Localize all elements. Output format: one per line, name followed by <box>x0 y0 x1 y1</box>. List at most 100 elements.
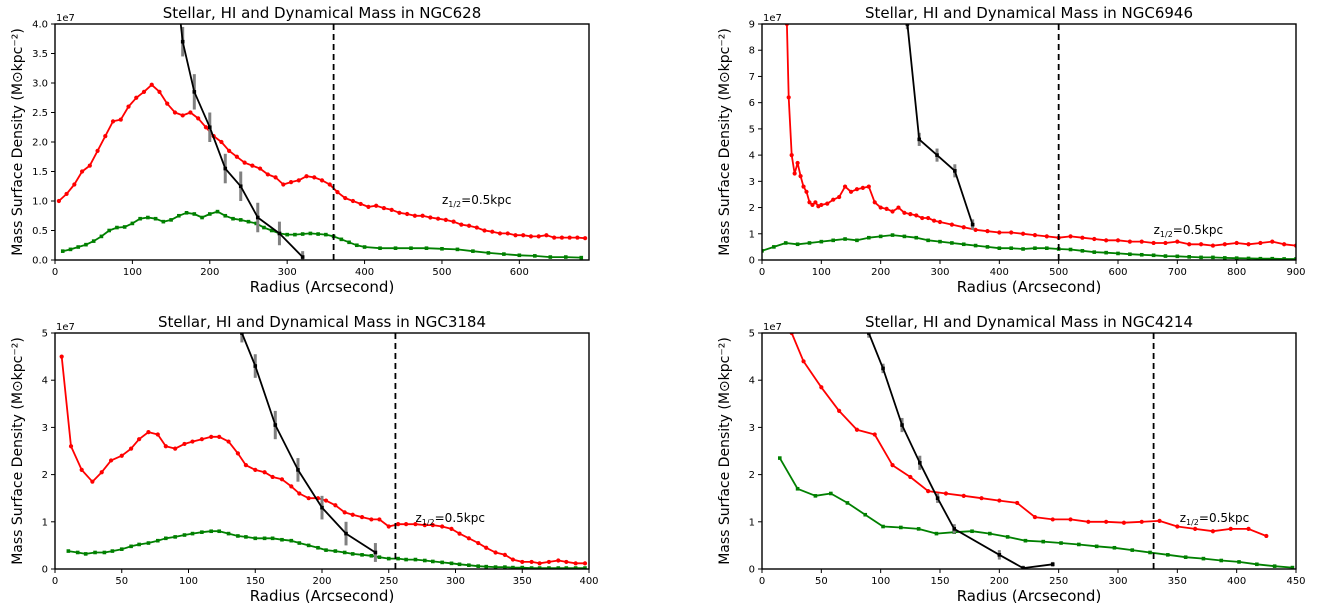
data-point <box>997 230 1002 235</box>
data-point <box>786 95 791 100</box>
data-point <box>190 439 195 444</box>
data-point <box>405 211 410 217</box>
data-point <box>510 557 516 562</box>
x-tick-label: 150 <box>246 576 265 587</box>
data-point <box>1044 234 1049 239</box>
annotation-label: z1/2=0.5kpc <box>1180 511 1250 527</box>
x-tick-label: 0 <box>759 267 765 278</box>
plot-area <box>778 333 1295 569</box>
data-point <box>68 444 74 449</box>
data-point <box>188 110 193 115</box>
chart-title: Stellar, HI and Dynamical Mass in NGC421… <box>865 313 1193 331</box>
data-point <box>1059 541 1063 545</box>
data-point <box>273 175 278 180</box>
y-tick-label: 5 <box>749 124 755 135</box>
data-point <box>1021 247 1025 251</box>
data-point <box>482 228 487 233</box>
data-point <box>269 228 274 233</box>
data-point <box>520 565 525 569</box>
y-tick-label: 0.5 <box>32 226 48 237</box>
data-point <box>79 169 85 174</box>
data-point <box>75 550 80 555</box>
data-point <box>333 549 338 553</box>
data-point <box>881 524 885 529</box>
data-point <box>1264 533 1269 539</box>
data-point <box>1163 240 1168 246</box>
data-point <box>217 434 222 439</box>
data-point <box>513 233 518 238</box>
data-point <box>344 531 348 536</box>
data-point <box>1175 239 1180 244</box>
data-point <box>935 153 939 157</box>
data-point <box>128 446 134 451</box>
data-point <box>306 543 311 548</box>
series-0 <box>56 82 588 241</box>
x-tick-label: 50 <box>815 576 828 587</box>
data-point <box>137 437 142 442</box>
x-tick-label: 600 <box>510 267 529 278</box>
data-point <box>544 233 549 238</box>
data-point <box>404 557 408 562</box>
x-tick-label: 100 <box>179 576 198 587</box>
data-point <box>335 190 340 195</box>
data-point <box>393 246 398 250</box>
data-point <box>860 185 865 190</box>
data-point <box>350 512 355 517</box>
data-point <box>813 494 818 498</box>
data-point <box>1068 247 1073 252</box>
data-point <box>296 468 300 472</box>
data-point <box>76 245 81 249</box>
x-tick-label: 100 <box>812 267 831 278</box>
data-point <box>319 178 325 183</box>
data-point <box>1023 538 1028 543</box>
data-point <box>1077 542 1081 547</box>
data-point <box>457 531 462 536</box>
data-point <box>308 231 313 236</box>
data-point <box>343 195 348 201</box>
data-point <box>854 187 860 192</box>
data-point <box>323 498 329 503</box>
x-tick-label: 300 <box>278 267 297 278</box>
data-point <box>1092 250 1097 254</box>
data-point <box>825 201 830 206</box>
data-point <box>324 232 328 237</box>
data-point <box>199 437 204 442</box>
data-point <box>471 249 475 253</box>
data-point <box>431 559 435 564</box>
data-point <box>324 548 328 552</box>
data-point <box>443 217 448 222</box>
x-axis-label: Radius (Arcsecond) <box>957 278 1102 296</box>
annotation-label: z1/2=0.5kpc <box>442 193 512 209</box>
data-point <box>273 423 278 427</box>
data-point <box>422 523 427 528</box>
data-point <box>926 215 931 221</box>
data-point <box>795 160 800 166</box>
data-point <box>146 430 151 435</box>
series-line <box>762 234 1296 260</box>
data-point <box>184 211 189 215</box>
series-0 <box>789 333 1269 539</box>
y-multiplier: 1e7 <box>763 13 782 24</box>
data-point <box>146 541 151 545</box>
x-axis-label: Radius (Arcsecond) <box>250 587 395 605</box>
data-point <box>386 556 391 561</box>
y-tick-label: 0 <box>42 565 48 576</box>
y-tick-label: 3 <box>42 423 48 434</box>
data-point <box>575 235 580 240</box>
data-point <box>502 552 507 557</box>
data-point <box>772 245 776 249</box>
data-point <box>899 525 903 530</box>
series-2 <box>240 333 378 562</box>
data-point <box>867 333 871 335</box>
x-tick-label: 0 <box>52 267 58 278</box>
data-point <box>819 239 824 244</box>
series-0 <box>59 354 588 566</box>
data-point <box>583 566 587 569</box>
x-tick-label: 800 <box>1227 267 1246 278</box>
data-point <box>1234 240 1239 246</box>
x-tick-label: 300 <box>1108 576 1127 587</box>
data-point <box>490 229 495 234</box>
data-point <box>157 89 162 94</box>
data-point <box>1210 243 1216 248</box>
